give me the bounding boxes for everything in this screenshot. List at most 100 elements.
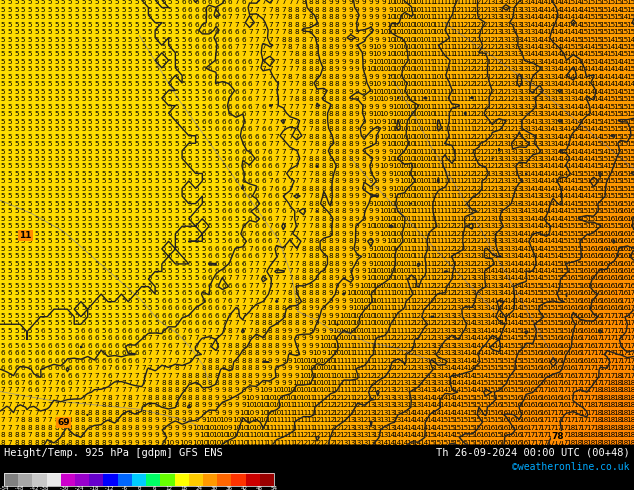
Text: 5: 5 — [141, 96, 146, 102]
Text: 5: 5 — [21, 201, 25, 207]
Text: 5: 5 — [127, 126, 133, 132]
Text: 5: 5 — [181, 245, 186, 251]
Text: 8: 8 — [341, 111, 346, 117]
Text: 15: 15 — [479, 388, 489, 393]
Text: 7: 7 — [87, 380, 93, 386]
Text: 15: 15 — [579, 223, 589, 229]
Text: 17: 17 — [573, 395, 582, 401]
Text: 8: 8 — [81, 417, 86, 423]
Text: 6: 6 — [1, 350, 6, 356]
Text: 5: 5 — [55, 335, 59, 341]
Text: 9: 9 — [368, 216, 373, 222]
Text: 6: 6 — [228, 126, 233, 132]
Text: 16: 16 — [566, 291, 576, 296]
Text: 5: 5 — [41, 171, 46, 177]
Text: 13: 13 — [432, 335, 442, 341]
Text: 6: 6 — [261, 208, 266, 214]
Text: 9: 9 — [368, 89, 373, 95]
Text: 8: 8 — [321, 186, 326, 192]
Text: 10: 10 — [326, 350, 335, 356]
Text: 9: 9 — [348, 37, 353, 43]
Text: 5: 5 — [108, 231, 112, 237]
Text: 7: 7 — [268, 291, 273, 296]
Text: 16: 16 — [579, 253, 589, 259]
Text: 14: 14 — [540, 216, 548, 222]
Text: 5: 5 — [141, 29, 146, 35]
Text: 5: 5 — [74, 275, 79, 281]
Text: 13: 13 — [506, 178, 515, 184]
Text: 8: 8 — [148, 402, 152, 408]
Text: 16: 16 — [586, 245, 595, 251]
Text: 5: 5 — [127, 141, 133, 147]
Text: 5: 5 — [195, 283, 199, 289]
Text: 14: 14 — [519, 283, 529, 289]
Text: 9: 9 — [101, 432, 106, 438]
Text: 7: 7 — [268, 74, 273, 80]
Text: 15: 15 — [606, 186, 616, 192]
Text: 6: 6 — [214, 126, 219, 132]
Text: 9: 9 — [328, 328, 333, 334]
Text: 5: 5 — [21, 328, 25, 334]
Text: 5: 5 — [121, 141, 126, 147]
Text: 8: 8 — [155, 395, 159, 401]
Text: 15: 15 — [553, 275, 562, 281]
Text: 16: 16 — [573, 350, 582, 356]
Text: 13: 13 — [366, 425, 375, 431]
Text: 17: 17 — [626, 305, 634, 311]
Text: 8: 8 — [314, 126, 320, 132]
Text: 7: 7 — [295, 216, 299, 222]
Text: 16: 16 — [579, 313, 589, 319]
Text: 7: 7 — [275, 171, 279, 177]
Text: 11: 11 — [446, 186, 455, 192]
Text: 5: 5 — [161, 275, 165, 281]
Text: 8: 8 — [321, 119, 326, 124]
Text: 16: 16 — [486, 432, 495, 438]
Text: 5: 5 — [14, 171, 19, 177]
Text: 6: 6 — [248, 201, 252, 207]
Text: 6: 6 — [174, 328, 179, 334]
Text: 8: 8 — [275, 7, 279, 13]
Text: 5: 5 — [214, 141, 219, 147]
Text: 6: 6 — [68, 350, 72, 356]
Text: 7: 7 — [214, 343, 219, 349]
Text: 9: 9 — [214, 395, 219, 401]
Text: 12: 12 — [392, 372, 402, 378]
Text: 6: 6 — [8, 380, 12, 386]
Text: 9: 9 — [341, 268, 346, 274]
Text: 7: 7 — [301, 208, 306, 214]
Text: 5: 5 — [41, 59, 46, 65]
Text: 5: 5 — [14, 156, 19, 162]
Text: 14: 14 — [519, 245, 529, 251]
Text: 7: 7 — [295, 126, 299, 132]
Text: 5: 5 — [174, 208, 179, 214]
Text: 6: 6 — [208, 298, 212, 304]
Text: 10: 10 — [366, 275, 375, 281]
Text: 5: 5 — [41, 67, 46, 73]
Text: 14: 14 — [439, 372, 448, 378]
Text: 5: 5 — [55, 291, 59, 296]
Text: 5: 5 — [87, 178, 93, 184]
Text: 10: 10 — [392, 245, 402, 251]
Text: 7: 7 — [281, 89, 286, 95]
Text: 18: 18 — [593, 410, 602, 416]
Text: 14: 14 — [419, 388, 429, 393]
Text: 14: 14 — [553, 141, 562, 147]
Text: 7: 7 — [288, 201, 293, 207]
Text: 17: 17 — [586, 410, 595, 416]
Text: 8: 8 — [335, 14, 339, 20]
Text: 11: 11 — [426, 7, 435, 13]
Text: 14: 14 — [519, 291, 529, 296]
Text: 11: 11 — [366, 343, 375, 349]
Text: 8: 8 — [242, 343, 246, 349]
Text: 6: 6 — [214, 298, 219, 304]
Text: 6: 6 — [268, 245, 273, 251]
Text: 6: 6 — [242, 111, 246, 117]
Text: 5: 5 — [61, 238, 65, 244]
Text: 6: 6 — [255, 156, 259, 162]
Text: 17: 17 — [566, 410, 576, 416]
Text: 5: 5 — [214, 231, 219, 237]
Text: 14: 14 — [566, 164, 576, 170]
Text: 5: 5 — [21, 29, 25, 35]
Text: 12: 12 — [479, 186, 489, 192]
Text: 7: 7 — [301, 178, 306, 184]
